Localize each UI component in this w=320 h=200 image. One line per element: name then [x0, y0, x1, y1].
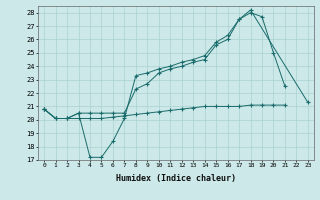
X-axis label: Humidex (Indice chaleur): Humidex (Indice chaleur) [116, 174, 236, 183]
